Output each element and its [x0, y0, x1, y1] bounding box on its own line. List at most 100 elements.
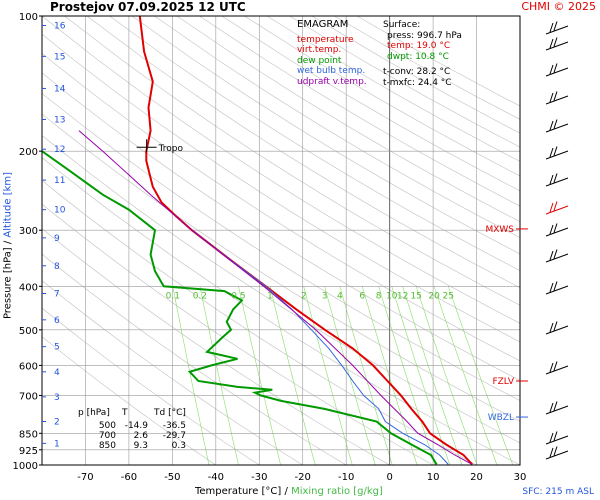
series-line: [78, 130, 473, 465]
table-row: 850 9.3 0.3: [78, 441, 194, 451]
wind-barb-shaft: [545, 205, 569, 215]
table-cell: 850: [98, 441, 116, 451]
mixing-ratio-label: 6: [359, 291, 365, 301]
y-axis-title: Pressure [hPa] / Altitude [km]: [3, 156, 14, 336]
altitude-tick-label: 12: [54, 145, 65, 155]
surface-tmxfc: t-mxfc: 24.4 °C: [383, 77, 452, 88]
y-axis-label-2: Altitude [km]: [2, 171, 14, 238]
altitude-tick-label: 1: [54, 439, 60, 449]
mixing-ratio-line: [339, 286, 393, 465]
wind-barb-flag: [553, 446, 558, 456]
wind-barb: [545, 431, 569, 445]
altitude-tick-label: 10: [54, 206, 66, 216]
date-time: 07.09.2025 12 UTC: [118, 0, 246, 14]
surface-temp: temp: 19.0 °C: [387, 41, 451, 51]
mixing-ratio-label: 20: [428, 291, 440, 301]
dry-adiabat: [42, 280, 303, 465]
wind-barb-shaft: [545, 365, 569, 375]
wind-barb-flag: [549, 224, 554, 235]
mixing-ratio-label: 3: [322, 291, 328, 301]
surface-height: SFC: 215 m ASL: [522, 487, 594, 497]
tropopause-label: Tropo: [158, 144, 184, 154]
mixing-ratio-label: 8: [376, 291, 382, 301]
wind-barb-flag: [549, 147, 554, 158]
wind-barb: [545, 63, 569, 77]
pressure-tick-label: 600: [19, 361, 38, 372]
table-cell: 2.6: [133, 431, 148, 441]
wind-barb-shaft: [545, 285, 569, 295]
pressure-tick-label: 925: [19, 446, 38, 457]
wind-barb-shaft: [545, 253, 569, 263]
wind-barb-shaft: [545, 25, 569, 35]
altitude-tick-label: 13: [54, 115, 65, 125]
wind-barb: [545, 37, 569, 51]
mixing-ratio-label: 0.5: [231, 291, 245, 301]
x-axis-label-2: Mixing ratio [g/kg]: [291, 486, 383, 497]
altitude-tick-label: 8: [54, 262, 60, 272]
wind-barb: [545, 119, 569, 133]
altitude-tick-label: 9: [54, 234, 60, 244]
table-row: 500 -14.9 -36.5: [78, 421, 194, 431]
table-cell: -36.5: [162, 421, 186, 431]
legend-dew-point: dew point: [297, 55, 342, 66]
wind-barb-flag: [549, 38, 554, 49]
wind-barb: [545, 361, 569, 375]
mixing-ratio-label: 25: [443, 291, 454, 301]
series-line: [191, 229, 449, 465]
wind-barb: [545, 446, 569, 460]
table-cell: 0.3: [171, 441, 186, 451]
pressure-tick-label: 400: [19, 282, 38, 293]
legend-virt-temp: virt.temp.: [297, 45, 342, 55]
wind-barb-flag: [553, 401, 558, 411]
pressure-tick-label: 200: [19, 147, 38, 158]
temp-tick-label: 10: [427, 472, 440, 483]
dry-adiabat: [86, 16, 520, 289]
wind-barb-flag: [553, 173, 558, 183]
wind-barb-flag: [553, 201, 558, 211]
temp-tick-label: -50: [164, 472, 180, 483]
wind-barb-flag: [549, 22, 554, 33]
wind-barb-flag: [553, 431, 558, 441]
wind-barb-shaft: [545, 95, 569, 105]
wind-barb-flag: [553, 249, 558, 259]
dry-adiabat: [131, 16, 520, 255]
surface-press: press: 996.7 hPa: [387, 30, 462, 41]
dry-adiabat: [42, 253, 347, 465]
table-cell: 9.3: [133, 441, 148, 451]
mixing-ratio-label: 12: [397, 291, 408, 301]
mixing-ratio-label: 15: [410, 291, 421, 301]
legend-temperature: temperature: [297, 34, 354, 45]
mixing-ratio-line: [269, 286, 316, 465]
wind-barb: [545, 321, 569, 335]
wind-barb-shaft: [545, 227, 569, 237]
wind-barb-flag: [549, 432, 554, 443]
wind-barb: [545, 401, 569, 415]
wind-barb: [545, 21, 569, 35]
y-axis-separator: /: [2, 240, 14, 245]
level-label: WBZL: [488, 413, 514, 423]
temp-tick-label: 20: [470, 472, 483, 483]
wind-barb-flag: [553, 119, 558, 129]
table-cell: 700: [98, 431, 116, 441]
altitude-tick-label: 7: [54, 290, 60, 300]
wind-barb-flag: [549, 92, 554, 103]
legend: EMAGRAM temperature virt.temp. dew point…: [297, 19, 367, 87]
mixing-ratio-label: 0.1: [166, 291, 180, 301]
mixing-ratio-line: [448, 286, 514, 465]
wind-barb-flag: [549, 202, 554, 213]
wind-barb-shaft: [545, 435, 569, 445]
dry-adiabat: [42, 52, 520, 362]
wind-barb-flag: [549, 174, 554, 185]
table-row: 700 2.6 -29.7: [78, 431, 194, 441]
level-label: MXWS: [485, 225, 514, 235]
surface-dwpt: dwpt: 10.8 °C: [387, 51, 449, 62]
wind-barb: [545, 146, 569, 160]
dry-adiabat: [154, 16, 520, 238]
temp-tick-label: -40: [208, 472, 224, 483]
table-header: Td [°C]: [154, 408, 186, 418]
pressure-tick-label: 500: [19, 326, 38, 337]
wind-barb: [545, 91, 569, 105]
mixing-ratio-label: 2: [301, 291, 307, 301]
pressure-tick-label: 300: [19, 226, 38, 237]
table-cell: 500: [98, 421, 116, 431]
